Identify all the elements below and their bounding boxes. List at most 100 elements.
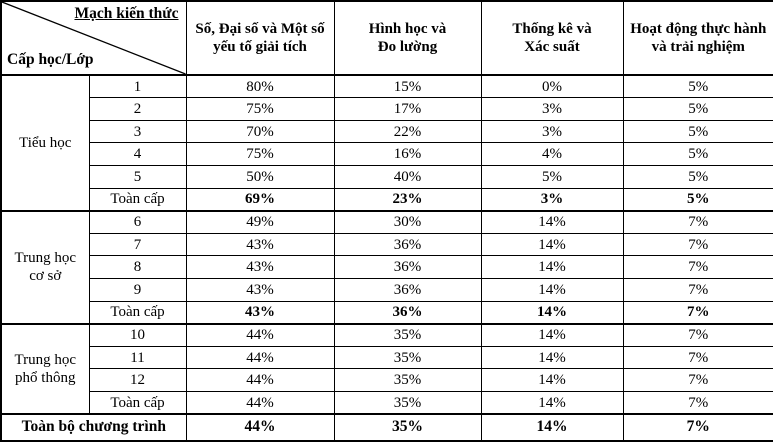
value-cell: 35% xyxy=(333,413,482,442)
grade-cell: 9 xyxy=(88,277,187,302)
table-row: 11 44% 35% 14% 7% xyxy=(1,345,773,370)
table-row: Trung học cơ sở 6 49% 30% 14% 7% xyxy=(0,209,773,325)
corner-header-cell: Mạch kiến thức Cấp học/Lớp xyxy=(0,0,187,76)
value-cell: 80% xyxy=(185,74,335,99)
value-cell: 14% xyxy=(480,209,624,234)
value-cell: 35% xyxy=(333,345,482,370)
value-cell: 49% xyxy=(185,209,335,234)
value-cell: 7% xyxy=(622,391,773,415)
table-row: 4 75% 16% 4% 5% xyxy=(1,142,773,166)
value-cell: 5% xyxy=(622,97,773,121)
total-label-cell: Toàn cấp xyxy=(88,187,187,212)
section-total-row: Toàn cấp 44% 35% 14% 7% xyxy=(1,391,773,415)
value-cell: 30% xyxy=(333,209,482,234)
value-cell: 5% xyxy=(622,142,773,166)
value-cell: 7% xyxy=(622,255,773,279)
value-cell: 15% xyxy=(333,74,482,99)
value-cell: 3% xyxy=(480,97,624,121)
column-header-algebra: Số, Đại số và Một số yếu tố giải tích xyxy=(185,0,335,76)
value-cell: 7% xyxy=(622,209,773,234)
grade-cell: 12 xyxy=(88,368,187,393)
column-header-geometry: Hình học và Đo lường xyxy=(333,0,482,76)
table-row: 9 43% 36% 14% 7% xyxy=(1,277,773,302)
value-cell: 50% xyxy=(185,164,335,189)
grade-cell: 2 xyxy=(88,97,187,121)
diagonal-divider-line xyxy=(2,2,186,74)
value-cell: 7% xyxy=(622,277,773,302)
value-cell: 44% xyxy=(185,322,335,347)
header-row: Mạch kiến thức Cấp học/Lớp Số, Đại số và… xyxy=(0,0,773,76)
value-cell: 4% xyxy=(480,142,624,166)
grade-cell: 1 xyxy=(88,74,187,99)
value-cell: 75% xyxy=(185,142,335,166)
value-cell: 5% xyxy=(480,164,624,189)
value-cell: 22% xyxy=(333,119,482,144)
total-label-cell: Toàn cấp xyxy=(88,391,187,415)
column-header-practice: Hoạt động thực hành và trải nghiệm xyxy=(622,0,773,76)
value-cell: 5% xyxy=(622,187,773,212)
value-cell: 40% xyxy=(333,164,482,189)
value-cell: 17% xyxy=(333,97,482,121)
table-row: Trung học phổ thông 10 44% 35% 14% 7% xyxy=(0,322,773,415)
value-cell: 5% xyxy=(622,164,773,189)
value-cell: 7% xyxy=(622,300,773,325)
grand-total-label: Toàn bộ chương trình xyxy=(0,413,187,442)
section-label-primary: Tiểu học xyxy=(0,74,90,212)
value-cell: 3% xyxy=(480,187,624,212)
value-cell: 35% xyxy=(333,391,482,415)
grade-cell: 6 xyxy=(88,209,187,234)
grade-cell: 3 xyxy=(88,119,187,144)
value-cell: 44% xyxy=(185,345,335,370)
value-cell: 23% xyxy=(333,187,482,212)
value-cell: 43% xyxy=(185,300,335,325)
value-cell: 7% xyxy=(622,232,773,257)
section-label-lower-secondary: Trung học cơ sở xyxy=(0,209,90,325)
value-cell: 36% xyxy=(333,277,482,302)
section-total-row: Toàn cấp 43% 36% 14% 7% xyxy=(1,300,773,325)
value-cell: 43% xyxy=(185,277,335,302)
value-cell: 3% xyxy=(480,119,624,144)
value-cell: 14% xyxy=(480,232,624,257)
value-cell: 14% xyxy=(480,300,624,325)
table-row: 5 50% 40% 5% 5% xyxy=(1,164,773,189)
value-cell: 16% xyxy=(333,142,482,166)
value-cell: 44% xyxy=(185,413,335,442)
table-row: 7 43% 36% 14% 7% xyxy=(1,232,773,257)
value-cell: 5% xyxy=(622,119,773,144)
value-cell: 14% xyxy=(480,255,624,279)
grade-cell: 7 xyxy=(88,232,187,257)
value-cell: 36% xyxy=(333,232,482,257)
corner-top-label: Mạch kiến thức xyxy=(74,5,179,22)
value-cell: 44% xyxy=(185,391,335,415)
value-cell: 36% xyxy=(333,255,482,279)
grand-total-row: Toàn bộ chương trình 44% 35% 14% 7% xyxy=(0,413,773,442)
value-cell: 35% xyxy=(333,322,482,347)
value-cell: 44% xyxy=(185,368,335,393)
table-row: 12 44% 35% 14% 7% xyxy=(1,368,773,393)
value-cell: 14% xyxy=(480,368,624,393)
value-cell: 7% xyxy=(622,322,773,347)
value-cell: 69% xyxy=(185,187,335,212)
section-total-row: Toàn cấp 69% 23% 3% 5% xyxy=(1,187,773,212)
table-row: Tiểu học 1 80% 15% 0% 5% xyxy=(0,74,773,212)
table-row: 3 70% 22% 3% 5% xyxy=(1,119,773,144)
grade-cell: 4 xyxy=(88,142,187,166)
value-cell: 14% xyxy=(480,413,624,442)
value-cell: 14% xyxy=(480,345,624,370)
value-cell: 14% xyxy=(480,391,624,415)
value-cell: 43% xyxy=(185,232,335,257)
value-cell: 75% xyxy=(185,97,335,121)
grade-cell: 5 xyxy=(88,164,187,189)
corner-bottom-label: Cấp học/Lớp xyxy=(7,51,94,69)
value-cell: 0% xyxy=(480,74,624,99)
value-cell: 14% xyxy=(480,277,624,302)
table-row: 2 75% 17% 3% 5% xyxy=(1,97,773,121)
table-row: 8 43% 36% 14% 7% xyxy=(1,255,773,279)
value-cell: 43% xyxy=(185,255,335,279)
value-cell: 7% xyxy=(622,413,773,442)
total-label-cell: Toàn cấp xyxy=(88,300,187,325)
value-cell: 5% xyxy=(622,74,773,99)
column-header-statistics: Thống kê và Xác suất xyxy=(480,0,624,76)
